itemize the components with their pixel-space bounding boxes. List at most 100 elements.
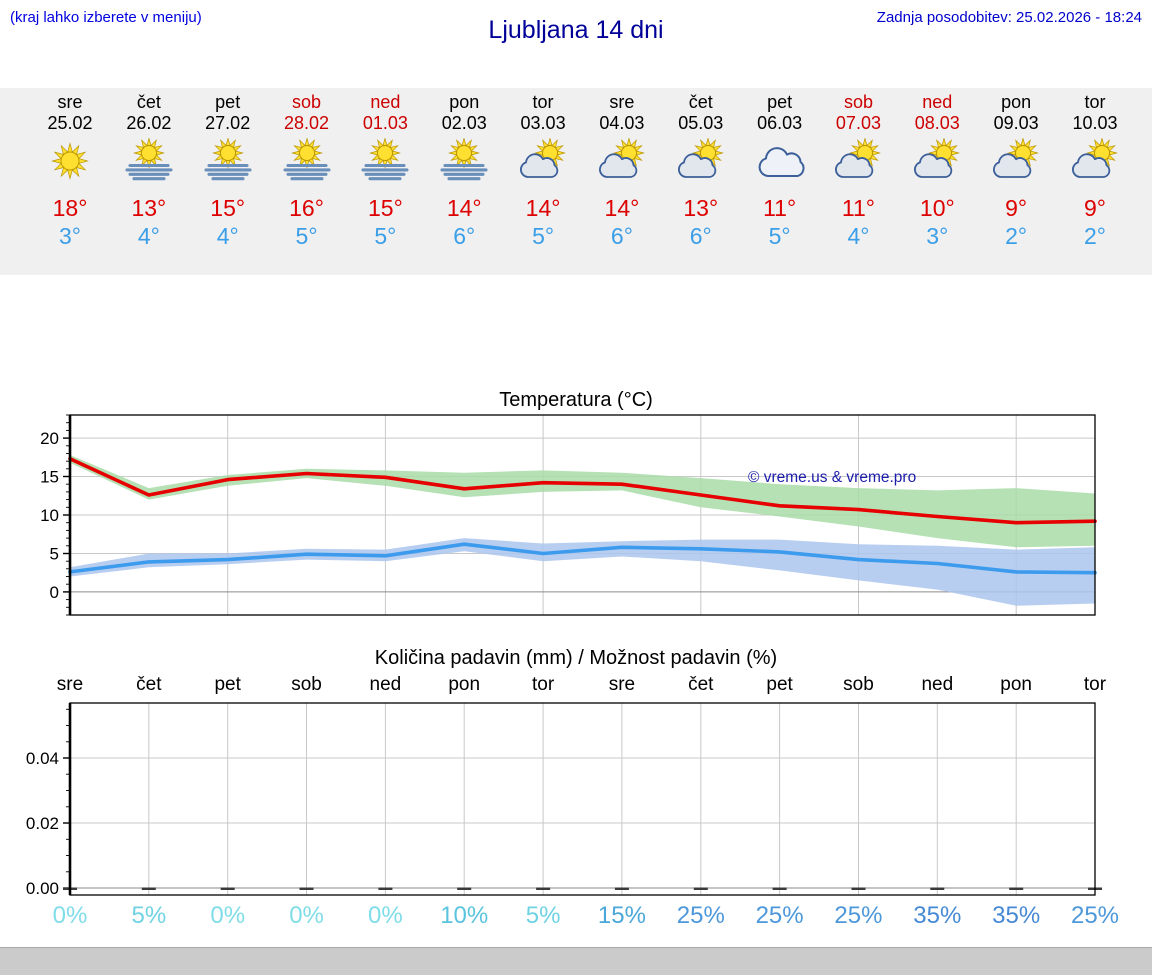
sun-cloud-icon — [582, 137, 661, 186]
high-temp: 14° — [525, 195, 561, 221]
sun-fog-icon — [109, 137, 188, 186]
forecast-day: pet 27.02 15° 4° — [188, 88, 267, 250]
low-temp: 3° — [926, 223, 949, 249]
forecast-day: sre 04.03 14° 6° — [582, 88, 661, 250]
forecast-day: ned 08.03 10° 3° — [898, 88, 977, 250]
day-name: tor — [1084, 92, 1106, 112]
precip-bar — [141, 887, 156, 890]
precip-bar — [220, 887, 235, 890]
forecast-day: tor 03.03 14° 5° — [504, 88, 583, 250]
precip-probability: 10% — [440, 902, 489, 929]
y-axis-label: 15 — [40, 468, 59, 487]
page-title: Ljubljana 14 dni — [488, 16, 664, 44]
sun-cloud-icon — [504, 137, 583, 186]
plot-border — [69, 702, 1096, 896]
forecast-day: ned 01.03 15° 5° — [346, 88, 425, 250]
forecast-day: pet 06.03 11° 5° — [740, 88, 819, 250]
precip-probability: 5% — [131, 902, 167, 929]
day-date: 28.02 — [284, 113, 330, 133]
cloud-icon — [740, 138, 819, 186]
forecast-day: sob 28.02 16° 5° — [267, 88, 346, 250]
sun-fog-icon — [267, 137, 346, 186]
high-temp: 15° — [367, 195, 403, 221]
precip-probability: 5% — [525, 902, 561, 929]
low-temp: 6° — [689, 223, 712, 249]
precip-bar — [1009, 887, 1024, 890]
forecast-day: pon 09.03 9° 2° — [977, 88, 1056, 250]
precip-day-labels-row: sre čet pet sob ned pon tor sre čet pet sob ned pon t… — [0, 674, 1152, 698]
low-temp: 2° — [1005, 223, 1028, 249]
precip-probability: 0% — [52, 902, 88, 929]
precip-bar — [693, 887, 708, 890]
precip-day-label: sre — [56, 674, 84, 695]
high-temp: 13° — [131, 195, 167, 221]
day-name: ned — [370, 92, 401, 112]
day-date: 04.03 — [599, 113, 645, 133]
high-temp: 16° — [289, 195, 324, 221]
low-temp: 5° — [374, 223, 397, 249]
precip-bar — [536, 887, 551, 890]
sun-cloud-icon — [1056, 137, 1135, 186]
footer-bar — [0, 947, 1152, 975]
day-name: sob — [843, 92, 873, 112]
precip-day-label: pet — [766, 674, 793, 695]
high-temp: 9° — [1084, 195, 1106, 221]
low-temp: 6° — [453, 223, 476, 249]
y-axis-label: 0.02 — [26, 814, 59, 833]
low-temp: 4° — [137, 223, 160, 249]
low-temp: 4° — [216, 223, 239, 249]
day-name: pet — [215, 92, 241, 112]
precip-bar — [457, 887, 472, 890]
precipitation-chart: 0.00 0.02 0.04 — [26, 702, 1102, 898]
precip-day-label: čet — [688, 674, 714, 695]
day-date: 01.03 — [362, 113, 408, 133]
day-date: 06.03 — [757, 113, 803, 133]
temp-max-line — [68, 456, 1097, 525]
sun-fog-icon — [346, 137, 425, 186]
sun-fog-icon — [188, 137, 267, 186]
y-axis-label: 10 — [40, 506, 59, 525]
high-temp: 14° — [446, 195, 482, 221]
y-axis-label: 0.04 — [26, 749, 59, 768]
forecast-day: čet 05.03 13° 6° — [661, 88, 740, 250]
precip-bar — [378, 887, 393, 890]
day-date: 25.02 — [47, 113, 93, 133]
high-temp: 10° — [919, 195, 955, 221]
high-temp: 18° — [52, 195, 88, 221]
low-temp: 6° — [610, 223, 633, 249]
temp-max-range-band — [70, 455, 1095, 548]
precip-day-label: sob — [291, 674, 322, 695]
forecast-day: sob 07.03 11° 4° — [819, 88, 898, 250]
high-temp: 13° — [683, 195, 719, 221]
high-temp: 11° — [841, 195, 875, 221]
precip-probability: 25% — [755, 902, 804, 929]
day-date: 05.03 — [678, 113, 724, 133]
precip-day-label: pon — [1000, 674, 1032, 695]
precip-day-label: tor — [1083, 674, 1107, 695]
sun-cloud-icon — [661, 137, 740, 186]
precip-bar — [851, 887, 866, 890]
precip-day-label: pet — [214, 674, 241, 695]
y-axis-label: 0 — [50, 583, 59, 602]
precip-chart-title: Količina padavin (mm) / Možnost padavin … — [374, 647, 778, 669]
day-name: sob — [292, 92, 322, 112]
low-temp: 4° — [847, 223, 870, 249]
forecast-day: čet 26.02 13° 4° — [109, 88, 188, 250]
copyright-link[interactable]: © vreme.us & vreme.pro — [748, 469, 916, 486]
precip-bar — [772, 887, 787, 890]
forecast-day: pon 02.03 14° 6° — [425, 88, 504, 250]
day-name: sre — [609, 92, 635, 112]
low-temp: 2° — [1084, 223, 1106, 249]
day-name: čet — [136, 92, 161, 112]
day-date: 27.02 — [205, 113, 251, 133]
forecast-day: tor 10.03 9° 2° — [1056, 88, 1135, 250]
precip-day-label: ned — [921, 674, 954, 695]
sun-cloud-icon — [977, 137, 1056, 186]
precip-probability: 0% — [210, 902, 246, 929]
high-temp: 15° — [210, 195, 246, 221]
day-name: pon — [1001, 92, 1032, 112]
y-axis-label: 0.00 — [26, 879, 59, 898]
day-date: 02.03 — [441, 113, 487, 133]
precip-probability: 15% — [597, 902, 646, 929]
